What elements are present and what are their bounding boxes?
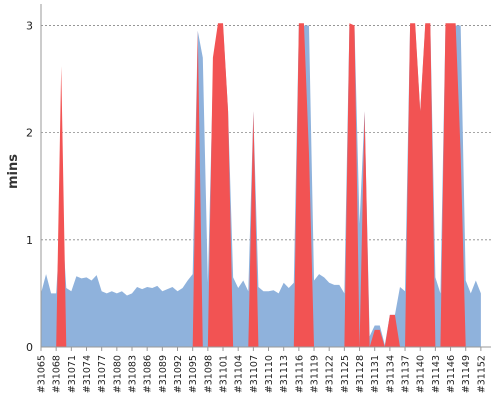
grid-lines <box>41 25 491 241</box>
x-tick-label: #31068 <box>52 355 63 393</box>
x-tick-label: #31107 <box>249 355 260 393</box>
x-tick-label: #31152 <box>476 355 487 393</box>
x-tick-label: #31131 <box>370 355 381 393</box>
y-axis-title: mins <box>6 154 21 189</box>
x-tick-label: #31077 <box>97 355 108 393</box>
y-tick-labels: 0 1 2 3 <box>26 19 33 354</box>
x-tick-label: #31146 <box>446 355 457 393</box>
x-tick-label: #31122 <box>325 355 336 393</box>
x-tick-label: #31143 <box>431 355 442 393</box>
x-tick-label: #31104 <box>234 355 245 393</box>
x-tick-label: #31083 <box>128 355 139 393</box>
x-tick-label: #31119 <box>310 355 321 393</box>
x-tick-label: #31113 <box>279 355 290 393</box>
y-tick-label: 2 <box>26 127 33 140</box>
x-tick-label: #31149 <box>461 355 472 393</box>
x-tick-label: #31128 <box>355 355 366 393</box>
x-tick-label: #31074 <box>82 355 93 393</box>
x-tick-label: #31101 <box>219 355 230 393</box>
x-tick-label: #31089 <box>158 355 169 393</box>
x-tick-label: #31125 <box>340 355 351 393</box>
x-tick-label: #31092 <box>173 355 184 393</box>
area-series-1 <box>41 25 481 347</box>
x-tick-label: #31071 <box>67 355 78 393</box>
x-tick-label: #31098 <box>203 355 214 393</box>
x-tick-label: #31095 <box>188 355 199 393</box>
x-tick-label: #31116 <box>294 355 305 393</box>
x-tick-label: #31080 <box>112 355 123 393</box>
x-tick-labels: #31065 #31068 #31071 #31074 #31077 #31080 #310… <box>37 347 487 393</box>
area-series <box>41 23 481 347</box>
x-tick-label: #31134 <box>385 355 396 393</box>
x-tick-label: #31137 <box>401 355 412 393</box>
x-tick-label: #31140 <box>416 355 427 393</box>
y-tick-label: 1 <box>26 234 33 247</box>
x-tick-label: #31086 <box>143 355 154 393</box>
x-tick-label: #31065 <box>37 355 48 393</box>
y-tick-label: 3 <box>26 19 33 32</box>
x-tick-label: #31110 <box>264 355 275 393</box>
y-tick-label: 0 <box>26 341 33 354</box>
